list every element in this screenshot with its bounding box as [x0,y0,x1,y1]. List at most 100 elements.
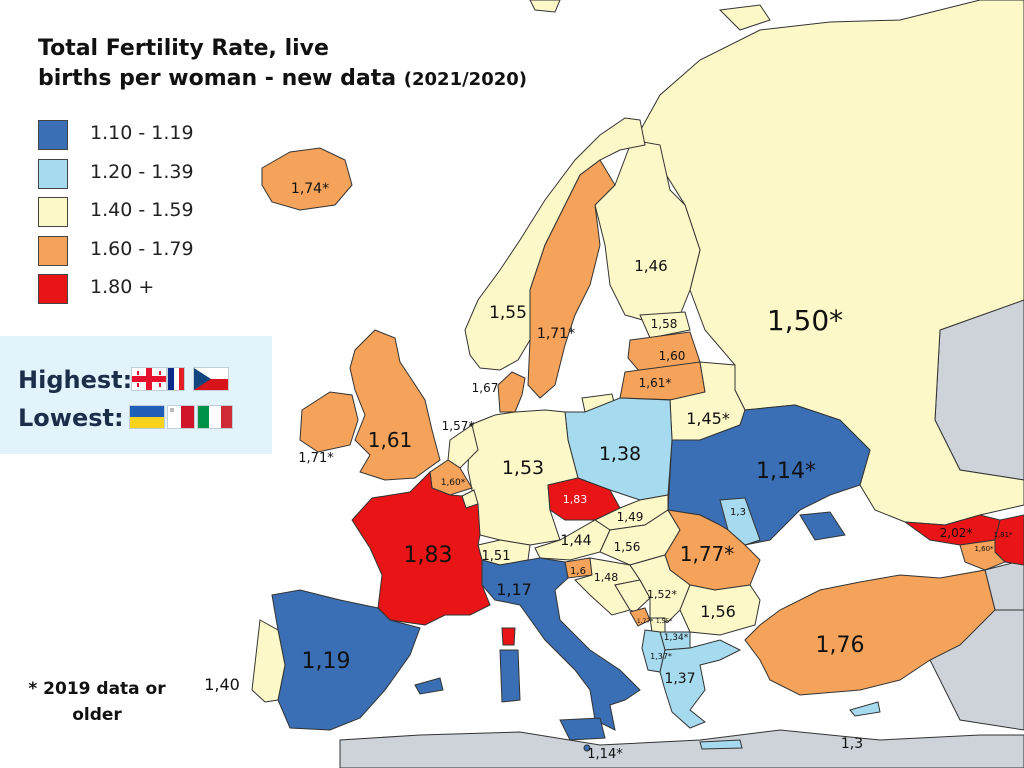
label-north-macedonia: 1,34* [664,633,689,643]
region-crete [699,739,743,750]
label-poland: 1,38 [599,443,641,465]
label-cyprus: 1,3 [841,736,863,752]
label-latvia: 1,60 [659,349,686,363]
region-malta [583,744,591,752]
label-romania: 1,77* [680,542,735,566]
label-czechia: 1,83 [563,493,588,506]
region-italy[interactable] [481,557,641,731]
ukraine-flag-icon [130,406,164,428]
lowest-label: Lowest: [18,404,124,432]
label-sweden: 1,71* [537,326,575,342]
region-bosnia [614,579,651,613]
region-sicily [559,717,606,741]
label-moldova: 1,3 [730,507,746,518]
label-belarus: 1,45* [686,409,730,428]
highest-lowest-panel: Highest: Lowest: [0,336,272,454]
title-line-2: births per woman - new data (2021/2020) [38,64,527,95]
label-slovakia: 1,49 [617,510,644,524]
label-russia: 1,50* [767,304,843,337]
label-armenia: 1,60* [974,545,994,553]
legend-swatch-5 [38,274,68,304]
highest-label: Highest: [18,366,133,394]
legend-label-5: 1.80 + [90,276,155,298]
region-netherlands[interactable] [447,424,479,469]
malta-flag-icon [168,406,194,428]
value-labels: 1,74* 1,71* 1,61 1,40 1,19 1,83 1,60* 1,… [204,181,1013,762]
label-turkey: 1,76 [816,633,865,658]
label-germany: 1,53 [502,457,544,479]
legend-label-2: 1.20 - 1.39 [90,160,194,183]
label-belgium: 1,60* [441,478,466,488]
label-montenegro: 1,77* [637,618,653,625]
label-croatia: 1,48 [594,571,619,584]
label-uk: 1,61 [368,428,413,452]
label-lithuania: 1,61* [639,376,672,390]
legend-label-3: 1.40 - 1.59 [90,199,194,221]
label-bulgaria: 1,56 [700,602,736,621]
region-balearics [414,677,444,695]
legend-label-4: 1.60 - 1.79 [90,237,194,260]
lowest-row: Lowest: [18,404,124,432]
region-greece[interactable] [659,639,742,729]
title-years: (2021/2020) [403,69,527,90]
label-netherlands: 1,57* [442,419,475,433]
region-iceland[interactable] [261,147,353,211]
label-austria: 1,44 [560,533,591,549]
region-corsica [501,627,516,646]
label-finland: 1,46 [634,257,667,275]
region-bulgaria[interactable] [679,584,761,636]
region-svalbard [529,0,561,13]
label-spain: 1,19 [302,649,351,674]
label-ireland: 1,71* [298,451,334,466]
label-hungary: 1,56 [614,540,641,554]
label-serbia: 1,52* [647,588,677,601]
legend-swatch-1 [38,120,68,150]
label-switzerland: 1,51 [482,549,511,564]
region-denmark[interactable] [497,371,526,413]
italy-flag-icon [198,406,232,428]
region-sweden[interactable] [527,159,616,399]
label-greece: 1,37 [664,671,695,687]
region-france[interactable] [351,470,491,626]
label-albania: 1,37* [650,652,672,661]
region-norway[interactable] [464,117,646,371]
footnote: * 2019 data or older [22,676,172,728]
czech-flag-icon [194,368,228,390]
region-sardinia [499,649,521,703]
footnote-line-2: older [72,705,122,725]
region-serbia[interactable] [629,554,691,623]
region-portugal[interactable] [251,619,286,703]
label-portugal: 1,40 [204,675,240,694]
legend-swatch-4 [38,235,68,266]
label-azerbaijan: 1,81* [993,531,1013,539]
footnote-line-1: * 2019 data or [28,679,166,699]
label-denmark: 1,67 [472,381,499,395]
region-turkey[interactable] [744,569,996,696]
legend-swatch-3 [38,197,68,227]
map-title: Total Fertility Rate, live births per wo… [38,34,527,95]
title-line-1: Total Fertility Rate, live [38,36,329,61]
label-iceland: 1,74* [291,181,329,197]
label-estonia: 1,58 [651,317,678,331]
region-estonia[interactable] [639,311,691,339]
highest-row: Highest: [18,366,132,394]
label-slovenia: 1,6 [570,566,586,577]
label-kosovo: 1,55* [656,618,672,625]
legend-swatch-2 [38,158,68,189]
label-norway: 1,55 [489,303,527,323]
legend-label-1: 1.10 - 1.19 [90,122,194,144]
france-flag-icon [168,368,184,390]
label-georgia: 2,02* [940,526,973,540]
label-malta: 1,14* [587,747,623,762]
region-cyprus [849,701,881,717]
region-crimea [799,511,846,541]
region-moldova[interactable] [719,497,761,546]
title-line-2-text: births per woman - new data [38,66,397,91]
georgia-flag-icon [132,368,166,390]
label-ukraine: 1,14* [756,459,816,484]
region-armenia [959,539,1006,571]
region-ireland[interactable] [299,391,359,453]
region-uk[interactable] [349,329,441,481]
